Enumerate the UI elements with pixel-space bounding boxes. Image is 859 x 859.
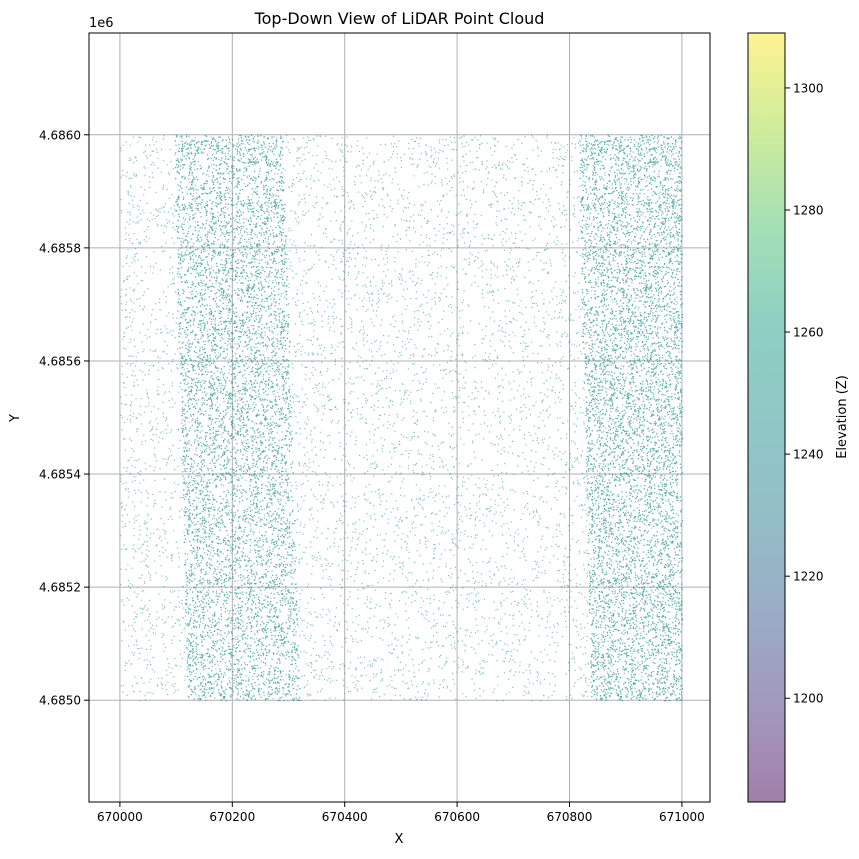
x-tick-label: 670000 — [97, 810, 143, 824]
colorbar-tick-label: 1300 — [793, 81, 824, 95]
point-cloud — [119, 134, 684, 702]
colorbar-label: Elevation (Z) — [835, 375, 850, 459]
dense-band-points-0 — [174, 134, 301, 702]
y-tick-label: 4.6858 — [39, 241, 81, 255]
colorbar-tick-label: 1200 — [793, 692, 824, 706]
x-axis-ticks: 670000 670200 670400 670600 670800 671000 — [97, 802, 705, 824]
y-axis-label: Y — [8, 414, 23, 423]
x-tick-label: 670200 — [209, 810, 255, 824]
y-tick-label: 4.6854 — [39, 468, 81, 482]
x-tick-label: 670400 — [322, 810, 368, 824]
x-axis-label: X — [395, 832, 404, 847]
y-offset-label: 1e6 — [89, 16, 114, 31]
y-tick-label: 4.6856 — [39, 354, 81, 368]
colorbar-tick-label: 1240 — [793, 448, 824, 462]
colorbar-tick-label: 1260 — [793, 326, 824, 340]
plot-frame — [88, 32, 711, 803]
y-tick-label: 4.6852 — [39, 581, 81, 595]
y-axis-ticks: 4.6850 4.6852 4.6854 4.6856 4.6858 4.6860 — [39, 128, 89, 708]
colorbar-tick-label: 1220 — [793, 570, 824, 584]
colorbar-ticks: 1200 1220 1240 1260 1280 1300 — [785, 81, 824, 706]
dense-band-points-1 — [579, 134, 684, 702]
x-tick-label: 671000 — [659, 810, 705, 824]
chart-title: Top-Down View of LiDAR Point Cloud — [254, 9, 545, 28]
colorbar — [747, 32, 786, 803]
colorbar-tick-label: 1280 — [793, 203, 824, 217]
x-tick-label: 670600 — [434, 810, 480, 824]
y-tick-label: 4.6850 — [39, 694, 81, 708]
y-tick-label: 4.6860 — [39, 128, 81, 142]
x-tick-label: 670800 — [547, 810, 593, 824]
sparse-points — [119, 134, 683, 702]
